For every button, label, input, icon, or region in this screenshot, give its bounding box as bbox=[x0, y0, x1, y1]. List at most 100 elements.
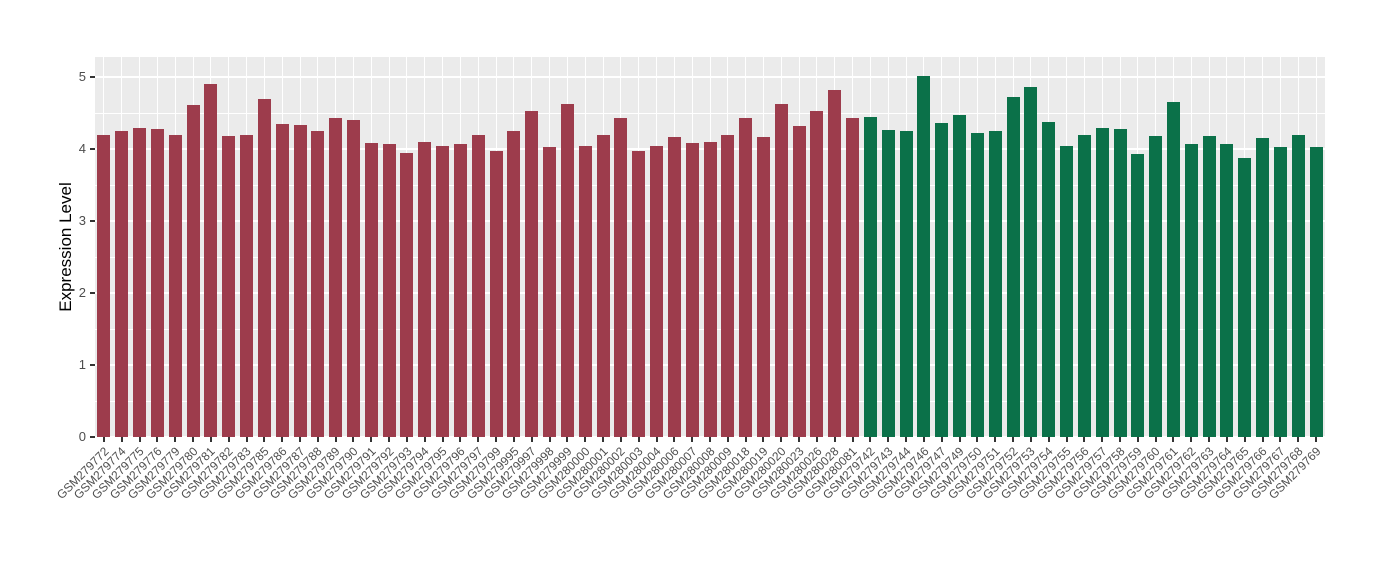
bar-GSM280000 bbox=[578, 145, 592, 437]
y-tick-mark bbox=[90, 76, 95, 79]
x-tick-mark bbox=[905, 437, 908, 442]
x-tick-mark bbox=[334, 437, 337, 442]
bar-GSM280018 bbox=[739, 118, 753, 437]
bar-GSM280008 bbox=[703, 141, 717, 437]
bar-GSM279767 bbox=[1273, 146, 1287, 437]
y-tick-mark bbox=[90, 220, 95, 223]
x-tick-mark bbox=[709, 437, 711, 442]
bar-GSM280002 bbox=[614, 118, 628, 437]
bar-GSM279776 bbox=[150, 128, 164, 437]
x-tick-mark bbox=[744, 437, 747, 442]
bar-GSM279789 bbox=[329, 118, 343, 437]
bar-GSM279744 bbox=[899, 131, 913, 437]
bar-GSM279997 bbox=[525, 110, 539, 437]
bar-GSM279764 bbox=[1220, 144, 1234, 437]
x-tick-mark bbox=[423, 437, 426, 442]
x-tick-mark bbox=[637, 437, 640, 442]
x-tick-mark bbox=[477, 437, 480, 442]
bar-GSM279774 bbox=[115, 131, 129, 437]
bar-GSM280009 bbox=[721, 134, 735, 437]
x-tick-mark bbox=[940, 437, 943, 442]
x-tick-mark bbox=[869, 437, 872, 442]
bar-GSM279775 bbox=[133, 127, 147, 437]
bar-GSM279754 bbox=[1042, 121, 1056, 437]
x-tick-mark bbox=[922, 437, 925, 442]
x-tick-mark bbox=[994, 437, 997, 442]
x-tick-mark bbox=[726, 437, 729, 442]
bar-GSM279769 bbox=[1309, 146, 1323, 437]
x-tick-mark bbox=[102, 437, 105, 442]
bar-GSM279750 bbox=[970, 133, 984, 437]
bar-GSM279762 bbox=[1184, 144, 1198, 437]
x-tick-mark bbox=[619, 437, 622, 442]
bar-GSM279756 bbox=[1077, 134, 1091, 437]
x-tick-mark bbox=[1029, 437, 1032, 442]
x-tick-mark bbox=[548, 437, 551, 442]
bar-GSM279799 bbox=[489, 150, 503, 437]
x-tick-mark bbox=[138, 437, 141, 442]
bar-GSM280004 bbox=[650, 145, 664, 437]
x-tick-mark bbox=[192, 437, 195, 442]
x-tick-mark bbox=[1154, 437, 1157, 442]
x-tick-mark bbox=[584, 437, 587, 442]
bar-GSM279760 bbox=[1149, 136, 1163, 437]
x-tick-mark bbox=[245, 437, 248, 442]
bar-GSM279787 bbox=[293, 125, 307, 437]
bar-GSM279747 bbox=[935, 122, 949, 437]
bar-GSM279758 bbox=[1113, 128, 1127, 437]
x-tick-mark bbox=[1119, 437, 1121, 442]
x-tick-mark bbox=[815, 437, 818, 442]
bar-GSM279768 bbox=[1291, 134, 1305, 437]
bar-GSM279752 bbox=[1006, 96, 1020, 437]
bar-GSM279772 bbox=[97, 134, 111, 437]
bar-GSM279795 bbox=[436, 145, 450, 437]
bar-GSM279765 bbox=[1238, 157, 1252, 437]
x-tick-mark bbox=[566, 437, 569, 442]
bar-GSM280003 bbox=[632, 151, 646, 437]
x-tick-mark bbox=[174, 437, 177, 442]
y-tick-mark bbox=[90, 148, 95, 151]
x-tick-mark bbox=[388, 437, 391, 442]
bar-GSM279746 bbox=[917, 75, 931, 437]
x-tick-mark bbox=[602, 437, 605, 442]
y-tick-mark bbox=[90, 364, 95, 367]
x-tick-mark bbox=[512, 437, 515, 442]
bar-GSM280006 bbox=[667, 136, 681, 437]
x-tick-mark bbox=[1012, 437, 1015, 442]
x-tick-mark bbox=[459, 437, 462, 442]
bar-GSM279786 bbox=[275, 123, 289, 437]
x-tick-mark bbox=[120, 437, 123, 442]
bar-GSM279755 bbox=[1060, 145, 1074, 437]
x-tick-mark bbox=[1136, 437, 1139, 442]
bar-GSM279779 bbox=[168, 134, 182, 437]
x-tick-mark bbox=[441, 437, 444, 442]
x-tick-mark bbox=[370, 437, 373, 442]
x-tick-mark bbox=[958, 437, 961, 442]
x-tick-mark bbox=[352, 437, 355, 442]
x-tick-mark bbox=[780, 437, 783, 442]
x-tick-mark bbox=[156, 437, 159, 442]
bar-GSM279792 bbox=[382, 144, 396, 437]
x-tick-mark bbox=[1172, 437, 1175, 442]
bar-GSM279757 bbox=[1095, 127, 1109, 437]
x-tick-mark bbox=[1225, 437, 1228, 442]
y-tick-label: 5 bbox=[78, 69, 86, 85]
y-tick-label: 3 bbox=[78, 213, 86, 229]
bar-GSM280081 bbox=[846, 118, 860, 437]
x-tick-mark bbox=[1065, 437, 1068, 442]
x-tick-mark bbox=[227, 437, 230, 442]
y-tick-label: 0 bbox=[78, 429, 86, 444]
bar-GSM279743 bbox=[881, 129, 895, 437]
bar-GSM280001 bbox=[596, 134, 610, 437]
x-tick-mark bbox=[1083, 437, 1086, 442]
bar-GSM279788 bbox=[311, 131, 325, 437]
bar-GSM279790 bbox=[346, 120, 360, 437]
x-tick-mark bbox=[1315, 437, 1318, 442]
bar-GSM279995 bbox=[507, 131, 521, 437]
x-tick-mark bbox=[673, 437, 676, 442]
bar-GSM279794 bbox=[418, 141, 432, 437]
x-tick-mark bbox=[1101, 437, 1104, 442]
bar-GSM279783 bbox=[240, 134, 254, 437]
bar-GSM280023 bbox=[792, 126, 806, 437]
x-tick-mark bbox=[833, 437, 836, 442]
